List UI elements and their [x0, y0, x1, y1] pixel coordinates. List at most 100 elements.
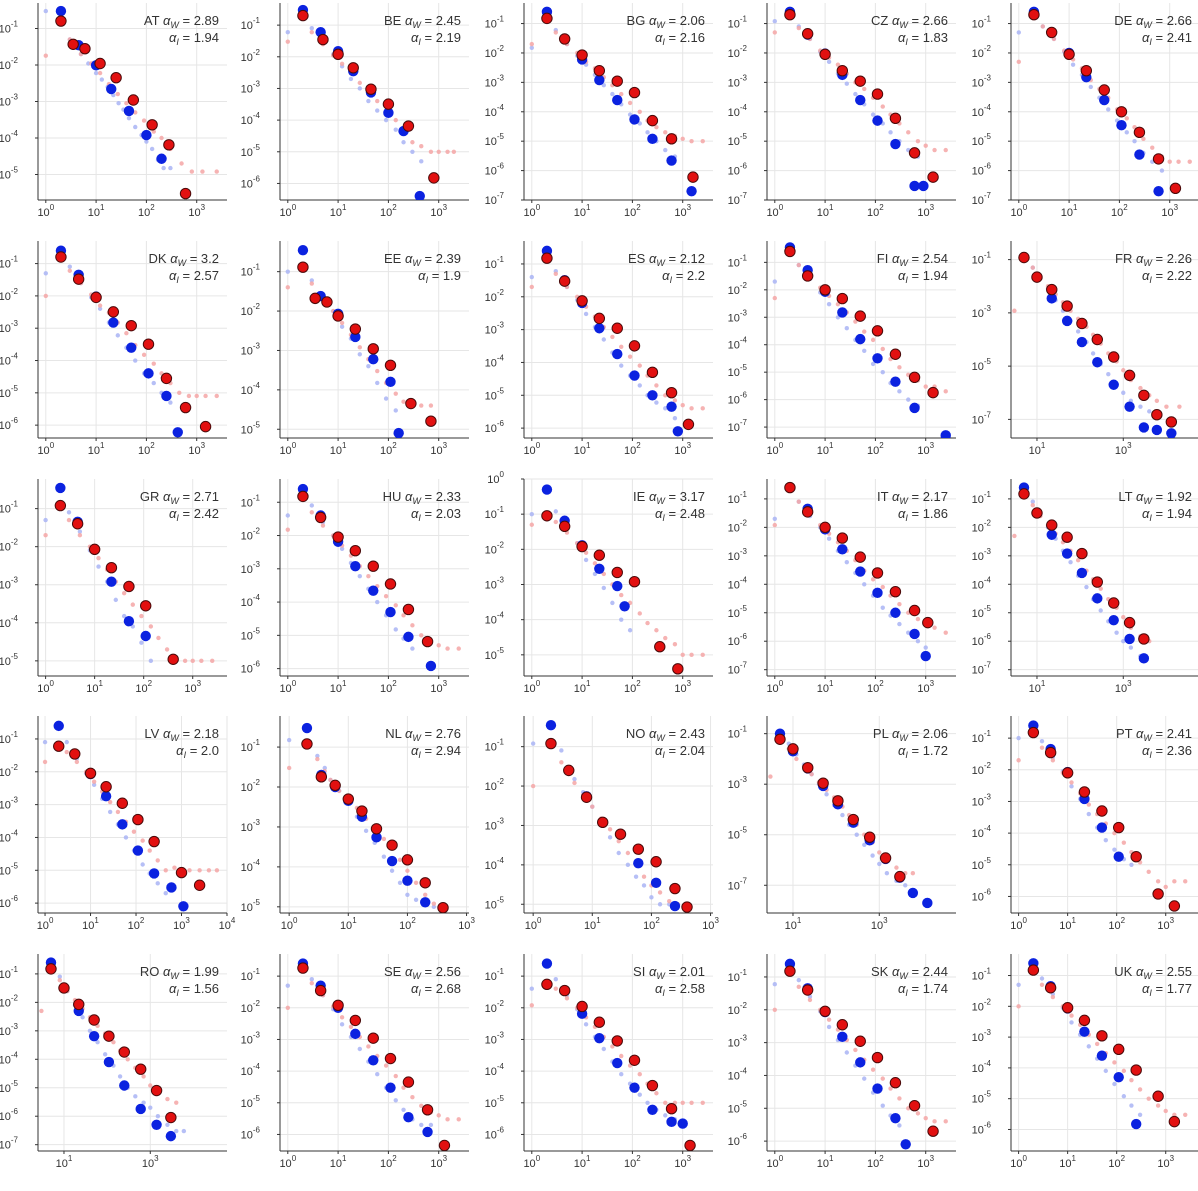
- y-tick-label: 10-1: [485, 738, 505, 754]
- annotation-alpha-i: αI = 2.48: [655, 506, 705, 523]
- raw-point-blue: [877, 861, 882, 867]
- raw-point-red: [897, 1096, 902, 1101]
- data-layer: [42, 720, 220, 912]
- raw-point-red: [1150, 145, 1155, 150]
- binned-point-red: [72, 273, 85, 285]
- binned-point-red: [148, 835, 160, 848]
- binned-point-red: [421, 635, 434, 648]
- y-tick-label: 10-2: [0, 763, 19, 779]
- raw-point-red: [862, 86, 867, 92]
- raw-point-blue: [322, 765, 327, 771]
- raw-point-blue: [357, 352, 362, 357]
- raw-point-blue: [285, 269, 290, 274]
- binned-point-red: [297, 261, 309, 273]
- x-tick-label: 103: [917, 679, 934, 695]
- raw-point-red: [172, 865, 177, 870]
- raw-point-red: [115, 91, 120, 97]
- binned-point-red: [314, 984, 327, 997]
- raw-point-red: [214, 393, 219, 399]
- raw-point-red: [187, 868, 192, 873]
- raw-point-red: [1094, 1041, 1100, 1047]
- raw-point-blue: [95, 1039, 100, 1045]
- raw-point-red: [1124, 116, 1129, 121]
- binned-point-red: [428, 172, 440, 184]
- data-layer: [1012, 251, 1182, 438]
- annotation-alpha-w: PT αW = 2.41: [1116, 726, 1192, 743]
- raw-point-red: [654, 383, 659, 388]
- raw-point-red: [641, 874, 647, 879]
- x-tick-label: 103: [917, 203, 934, 219]
- raw-point-red: [410, 623, 415, 628]
- raw-point-red: [339, 320, 345, 326]
- x-tick-label: 101: [86, 679, 103, 695]
- y-tick-label: 10-6: [0, 416, 19, 432]
- binned-point-blue: [629, 114, 640, 125]
- raw-point-blue: [428, 1122, 434, 1128]
- binned-point-red: [402, 603, 415, 616]
- binned-point-red: [349, 1014, 362, 1027]
- y-tick-label: 10-4: [485, 103, 505, 119]
- x-tick-label: 101: [584, 916, 601, 932]
- binned-point-red: [836, 532, 849, 544]
- binned-point-blue: [686, 185, 697, 197]
- binned-point-red: [681, 901, 693, 913]
- raw-point-blue: [1103, 1068, 1109, 1074]
- raw-point-red: [943, 147, 948, 153]
- raw-point-red: [186, 393, 192, 399]
- x-tick-label: 100: [37, 916, 54, 932]
- x-tick-label: 101: [88, 441, 105, 457]
- raw-point-blue: [148, 1105, 153, 1110]
- raw-point-red: [309, 281, 314, 286]
- binned-point-red: [105, 562, 118, 574]
- y-tick-label: 10-7: [485, 191, 505, 207]
- raw-point-red: [410, 140, 415, 145]
- raw-point-red: [348, 1024, 354, 1030]
- raw-point-red: [637, 1071, 642, 1077]
- raw-point-red: [165, 1096, 170, 1102]
- binned-point-blue: [350, 1028, 361, 1040]
- raw-point-red: [700, 406, 705, 411]
- binned-point-blue: [385, 606, 396, 618]
- raw-point-blue: [133, 358, 138, 363]
- binned-point-blue: [612, 94, 623, 106]
- binned-point-red: [356, 805, 368, 817]
- binned-point-red: [1169, 182, 1182, 194]
- binned-point-blue: [151, 1119, 162, 1130]
- binned-point-red: [314, 511, 327, 524]
- y-tick-label: 10-5: [485, 1094, 505, 1110]
- raw-point-red: [915, 138, 921, 144]
- raw-point-red: [689, 1100, 694, 1105]
- raw-point-red: [672, 398, 678, 403]
- raw-point-red: [870, 577, 876, 582]
- binned-point-red: [784, 965, 796, 977]
- raw-point-blue: [309, 976, 314, 982]
- raw-point-red: [680, 1100, 685, 1105]
- raw-point-red: [1121, 1068, 1127, 1074]
- binned-point-blue: [385, 1082, 396, 1093]
- binned-point-red: [315, 771, 328, 783]
- binned-point-blue: [148, 868, 160, 879]
- data-layer: [529, 245, 705, 437]
- raw-point-red: [1069, 1013, 1074, 1018]
- raw-point-blue: [583, 557, 589, 563]
- raw-point-red: [880, 104, 885, 109]
- raw-point-red: [619, 592, 624, 598]
- raw-point-red: [1030, 265, 1035, 270]
- binned-point-blue: [414, 190, 425, 200]
- annotation-alpha-w: BE αW = 2.45: [384, 13, 461, 30]
- y-tick-label: 10-4: [241, 1062, 261, 1078]
- y-tick-label: 10-5: [485, 386, 505, 402]
- binned-point-red: [160, 372, 173, 385]
- x-tick-label: 103: [871, 916, 888, 932]
- y-tick-label: 10-1: [485, 15, 505, 31]
- y-tick-label: 10-7: [972, 410, 992, 426]
- x-tick-label: 100: [37, 441, 54, 457]
- data-layer: [772, 481, 948, 662]
- raw-point-blue: [1138, 404, 1143, 409]
- binned-point-blue: [1153, 185, 1164, 197]
- raw-point-red: [1075, 558, 1081, 563]
- binned-point-blue: [594, 323, 605, 334]
- y-tick-label: 10-1: [241, 16, 261, 32]
- binned-point-blue: [594, 1032, 605, 1044]
- data-layer: [529, 6, 705, 197]
